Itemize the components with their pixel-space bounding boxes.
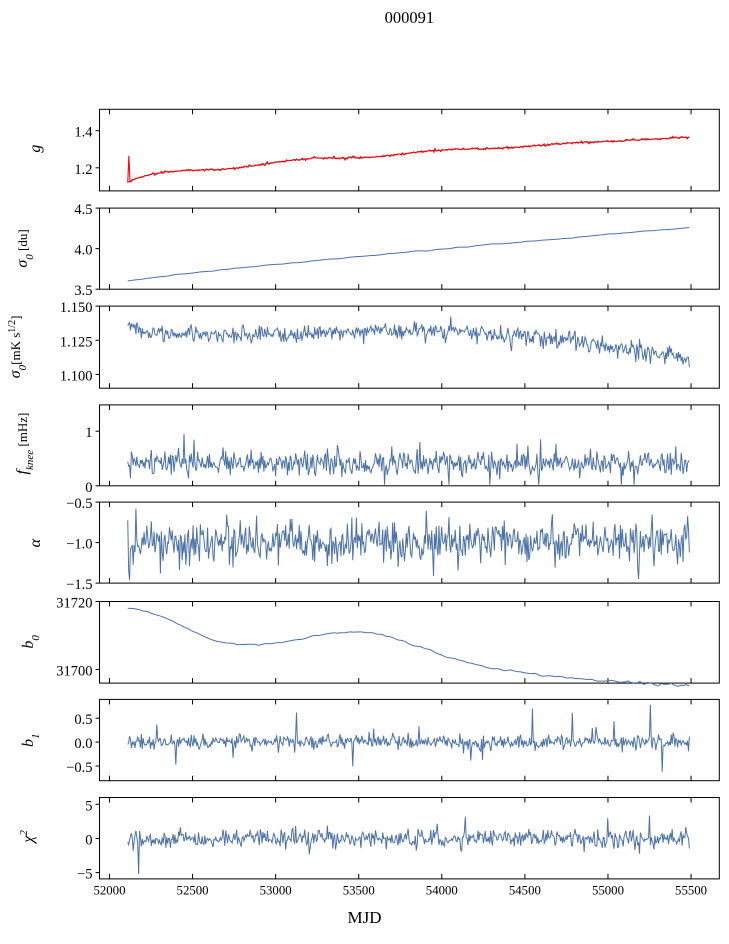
svg-text:b0: b0 (20, 635, 42, 649)
svg-text:σ0 [du]: σ0 [du] (14, 229, 36, 267)
svg-text:σ0[mK s1/2]: σ0[mK s1/2] (7, 316, 30, 379)
svg-text:χ2: χ2 (18, 830, 37, 845)
svg-text:g: g (27, 145, 44, 153)
svg-text:fknee [mHz]: fknee [mHz] (14, 413, 36, 475)
svg-text:α: α (27, 538, 44, 547)
svg-text:b1: b1 (20, 733, 42, 747)
